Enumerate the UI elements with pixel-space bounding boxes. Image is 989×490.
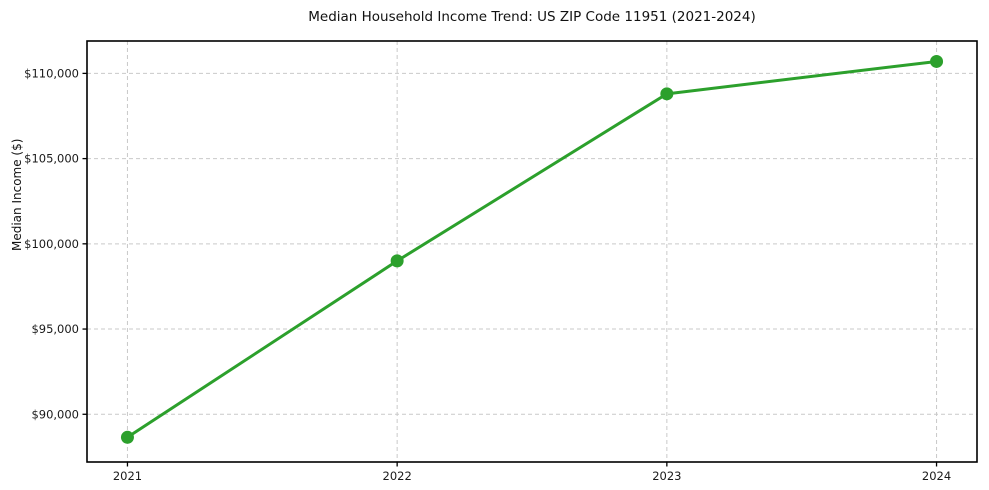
y-tick-label: $110,000 bbox=[24, 66, 79, 80]
axes-frame bbox=[86, 40, 978, 463]
series-line bbox=[125, 59, 939, 439]
x-tick-label: 2021 bbox=[113, 469, 142, 483]
y-tick-label: $105,000 bbox=[24, 152, 79, 166]
x-tick-label: 2024 bbox=[922, 469, 951, 483]
y-tick-label: $95,000 bbox=[31, 322, 79, 336]
data-point bbox=[390, 254, 404, 268]
y-tick-label: $100,000 bbox=[24, 237, 79, 251]
data-point bbox=[120, 430, 134, 444]
x-tick-label: 2022 bbox=[383, 469, 412, 483]
data-point bbox=[660, 87, 674, 101]
y-tick-label: $90,000 bbox=[31, 407, 79, 421]
x-tick-label: 2023 bbox=[652, 469, 681, 483]
chart-title: Median Household Income Trend: US ZIP Co… bbox=[308, 9, 756, 25]
data-point bbox=[930, 54, 944, 68]
